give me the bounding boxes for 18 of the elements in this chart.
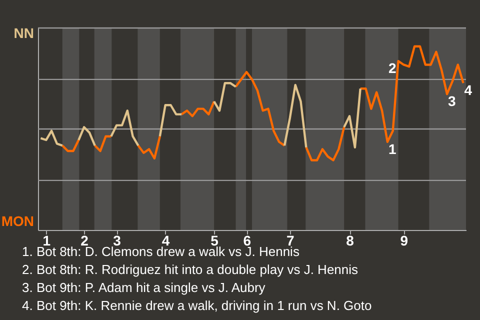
x-tick-label: 3: [113, 232, 122, 248]
annotation: 4: [464, 82, 472, 98]
text: NN: [14, 25, 34, 41]
x-tick-label: 7: [286, 232, 295, 248]
text: 4. Bot 9th: K. Rennie drew a walk, driving in 1 run vs N. Goto: [22, 298, 372, 313]
x-tick-label: 2: [80, 232, 89, 248]
text: 3. Bot 9th: P. Adam hit a single vs J. Aubry: [22, 280, 266, 295]
annotation: 1: [388, 140, 396, 157]
x-tick-label: 5: [210, 232, 219, 248]
x-tick-label: 4: [162, 232, 170, 248]
x-tick-label: 6: [243, 232, 252, 248]
text: MON: [1, 213, 34, 229]
x-tick-label: 1: [42, 232, 51, 248]
x-tick-label: 8: [346, 232, 354, 248]
text: 2. Bot 8th: R. Rodriguez hit into a double play vs J. Hennis: [22, 262, 359, 277]
annotation: 3: [448, 93, 456, 110]
annotation: 2: [388, 60, 396, 76]
x-tick-label: 9: [400, 232, 408, 248]
